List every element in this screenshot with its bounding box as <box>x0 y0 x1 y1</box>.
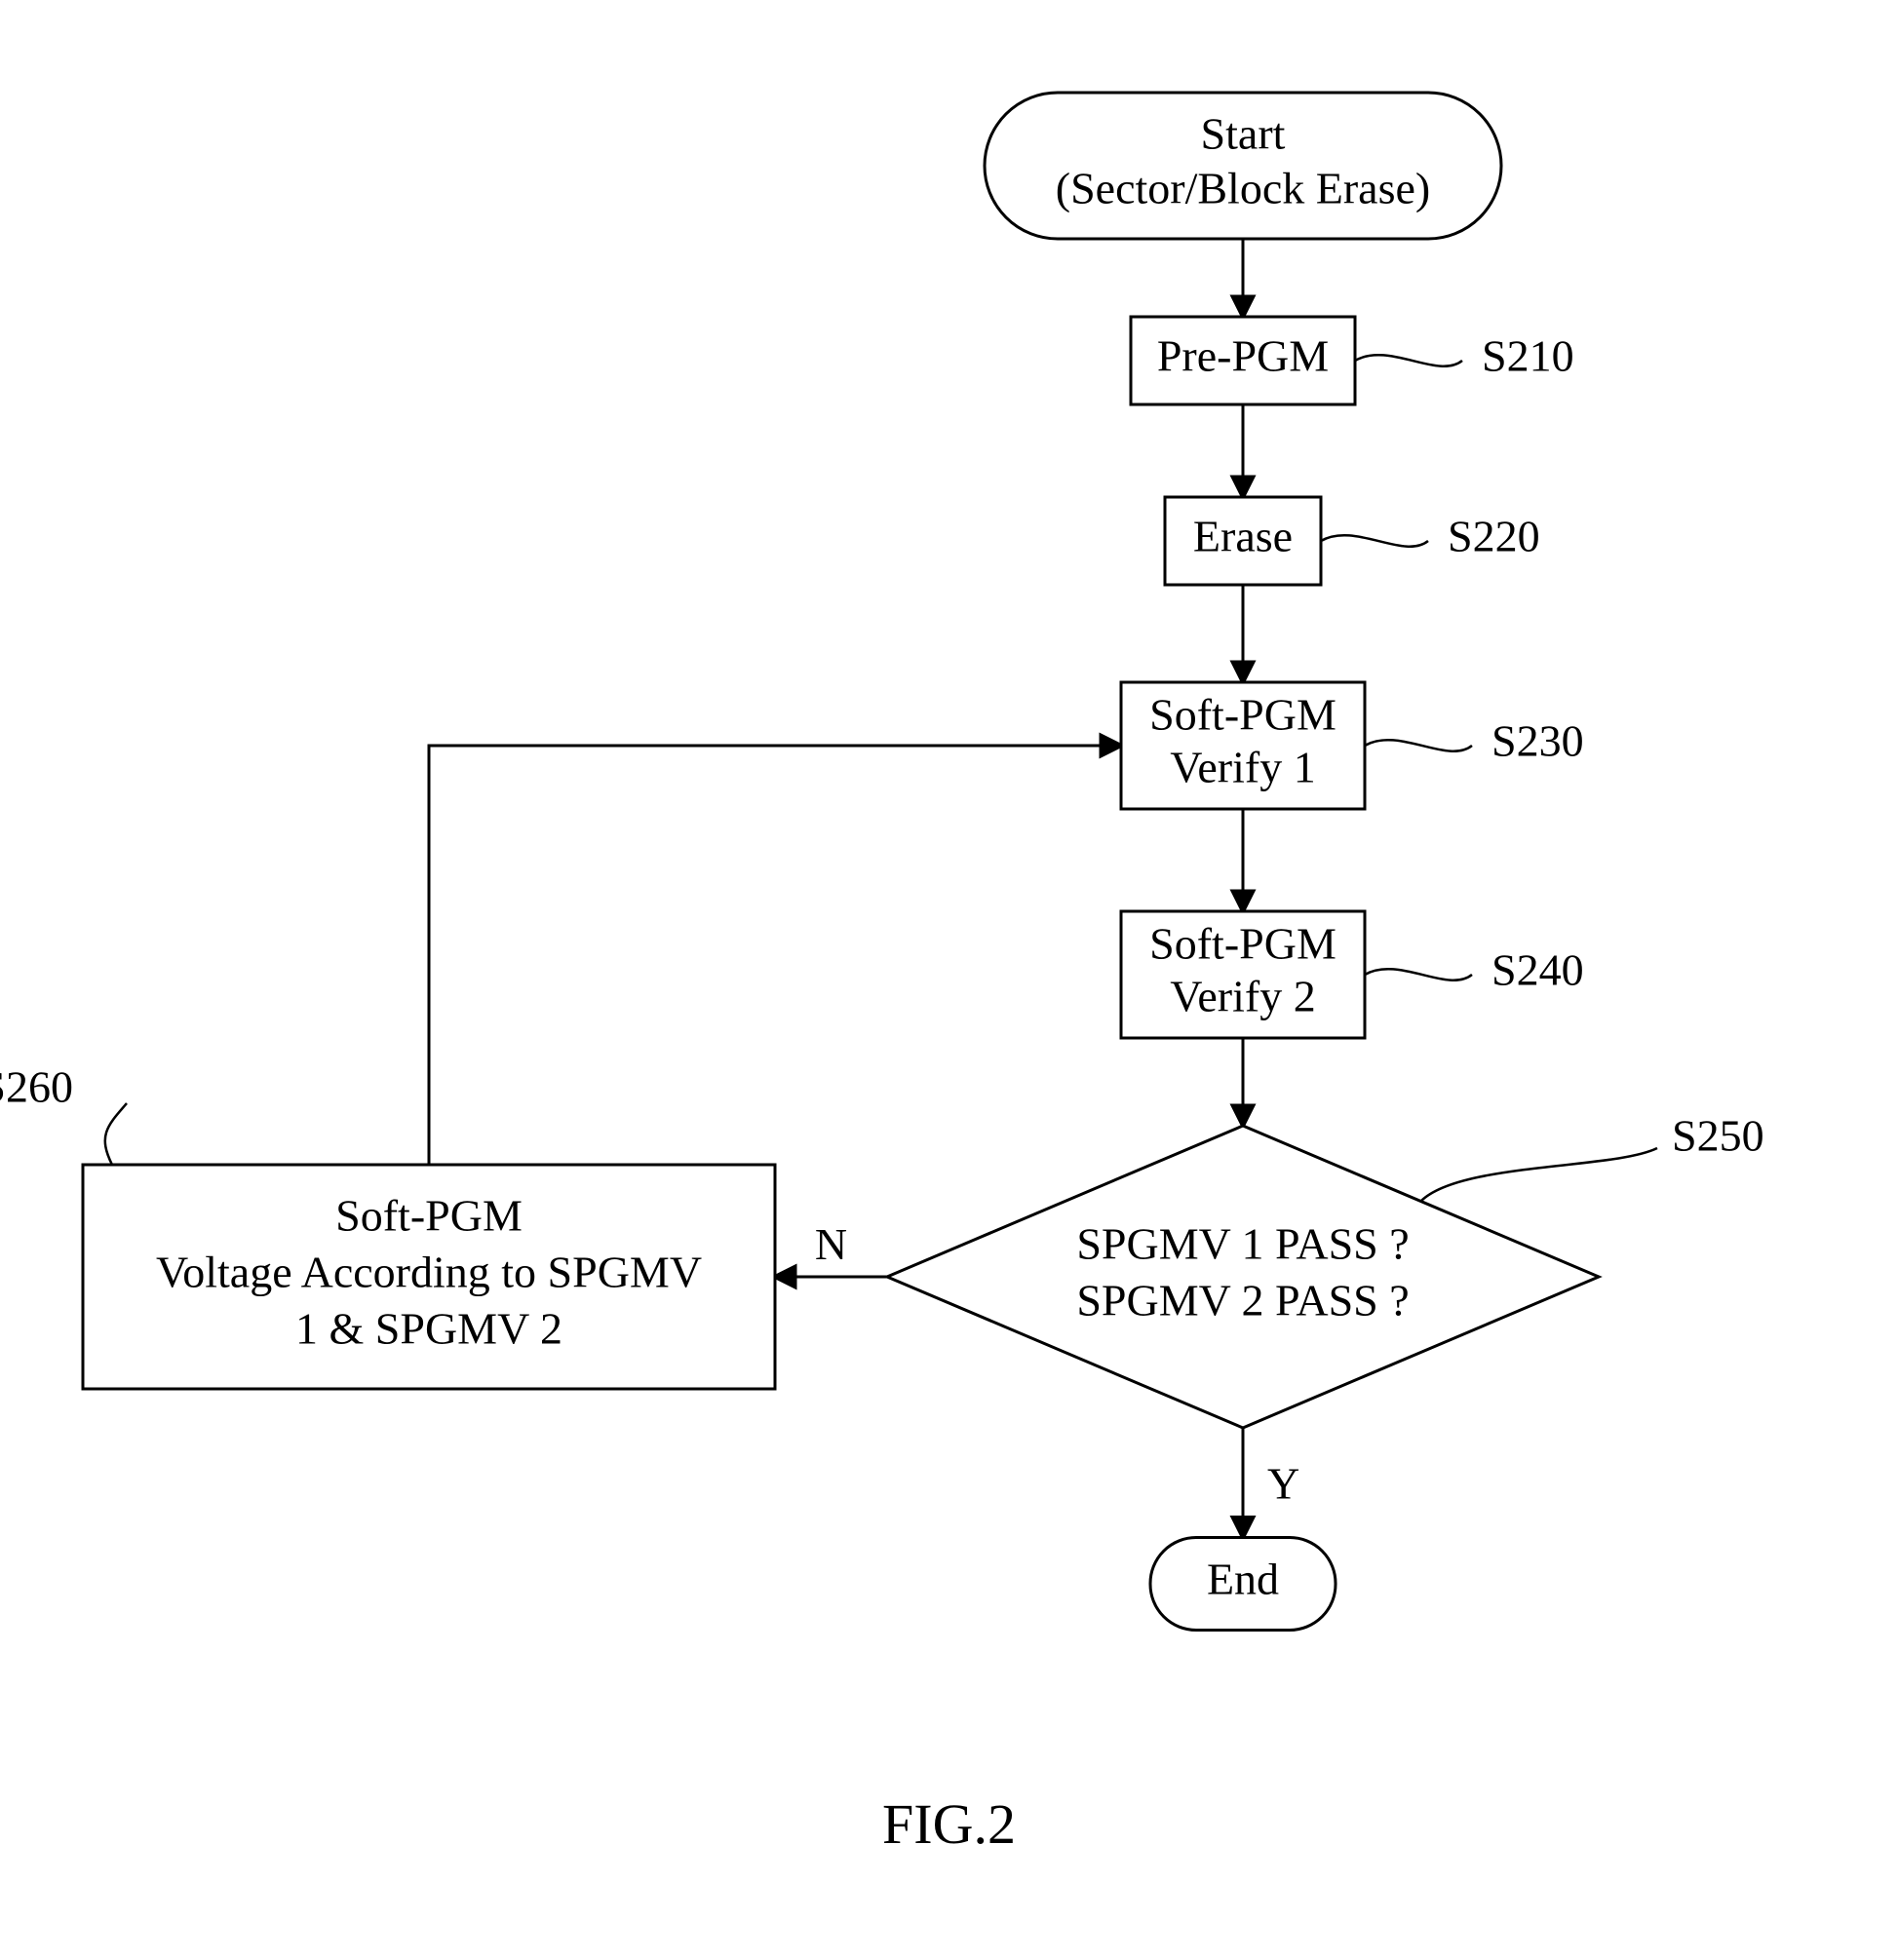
tag-s260: S260 <box>0 1062 73 1112</box>
flowchart-figure: Y N Start (Sector/Block Erase) Pre-PGM Erase… <box>0 0 1898 1960</box>
leader-s210 <box>1355 355 1462 366</box>
edge-s260-s230 <box>429 746 1121 1165</box>
s260-text-line: Voltage According to SPGMV <box>156 1248 702 1297</box>
tag-s240: S240 <box>1491 945 1584 995</box>
node-s250: SPGMV 1 PASS ? SPGMV 2 PASS ? <box>887 1126 1599 1428</box>
tag-s220: S220 <box>1448 512 1540 561</box>
node-s220: Erase <box>1165 497 1321 585</box>
s230-text-line: Soft-PGM <box>1149 690 1336 740</box>
node-s260: Soft-PGM Voltage According to SPGMV 1 & SP… <box>83 1165 775 1389</box>
leader-s240 <box>1365 969 1472 980</box>
node-s240: Soft-PGMVerify 2 <box>1121 911 1365 1038</box>
leader-s230 <box>1365 740 1472 751</box>
figure-caption: FIG.2 <box>882 1792 1016 1856</box>
edge-label-N: N <box>815 1219 847 1269</box>
end-text-line: End <box>1207 1555 1279 1604</box>
leader-s220 <box>1321 535 1428 547</box>
s220-text-line: Erase <box>1193 512 1293 561</box>
start-text-line: Start <box>1201 109 1286 159</box>
s250-text-line: SPGMV 2 PASS ? <box>1076 1276 1409 1326</box>
tag-s210: S210 <box>1482 331 1574 381</box>
leader-s260 <box>105 1103 127 1165</box>
edge-label-Y: Y <box>1267 1458 1299 1508</box>
start-text-line: (Sector/Block Erase) <box>1056 164 1430 213</box>
s240-text-line: Verify 2 <box>1170 972 1315 1021</box>
node-s210: Pre-PGM <box>1131 317 1355 404</box>
s210-text-line: Pre-PGM <box>1157 331 1329 381</box>
s230-text-line: Verify 1 <box>1170 743 1315 792</box>
s250-text-line: SPGMV 1 PASS ? <box>1076 1219 1409 1269</box>
s240-text-line: Soft-PGM <box>1149 919 1336 969</box>
node-s230: Soft-PGMVerify 1 <box>1121 682 1365 809</box>
leader-s250 <box>1421 1148 1658 1202</box>
tag-s230: S230 <box>1491 716 1584 766</box>
s260-text-line: Soft-PGM <box>335 1191 523 1241</box>
tag-s250: S250 <box>1672 1111 1764 1161</box>
node-end: End <box>1150 1538 1336 1631</box>
s260-text-line: 1 & SPGMV 2 <box>295 1304 562 1354</box>
node-start: Start (Sector/Block Erase) <box>985 93 1501 239</box>
